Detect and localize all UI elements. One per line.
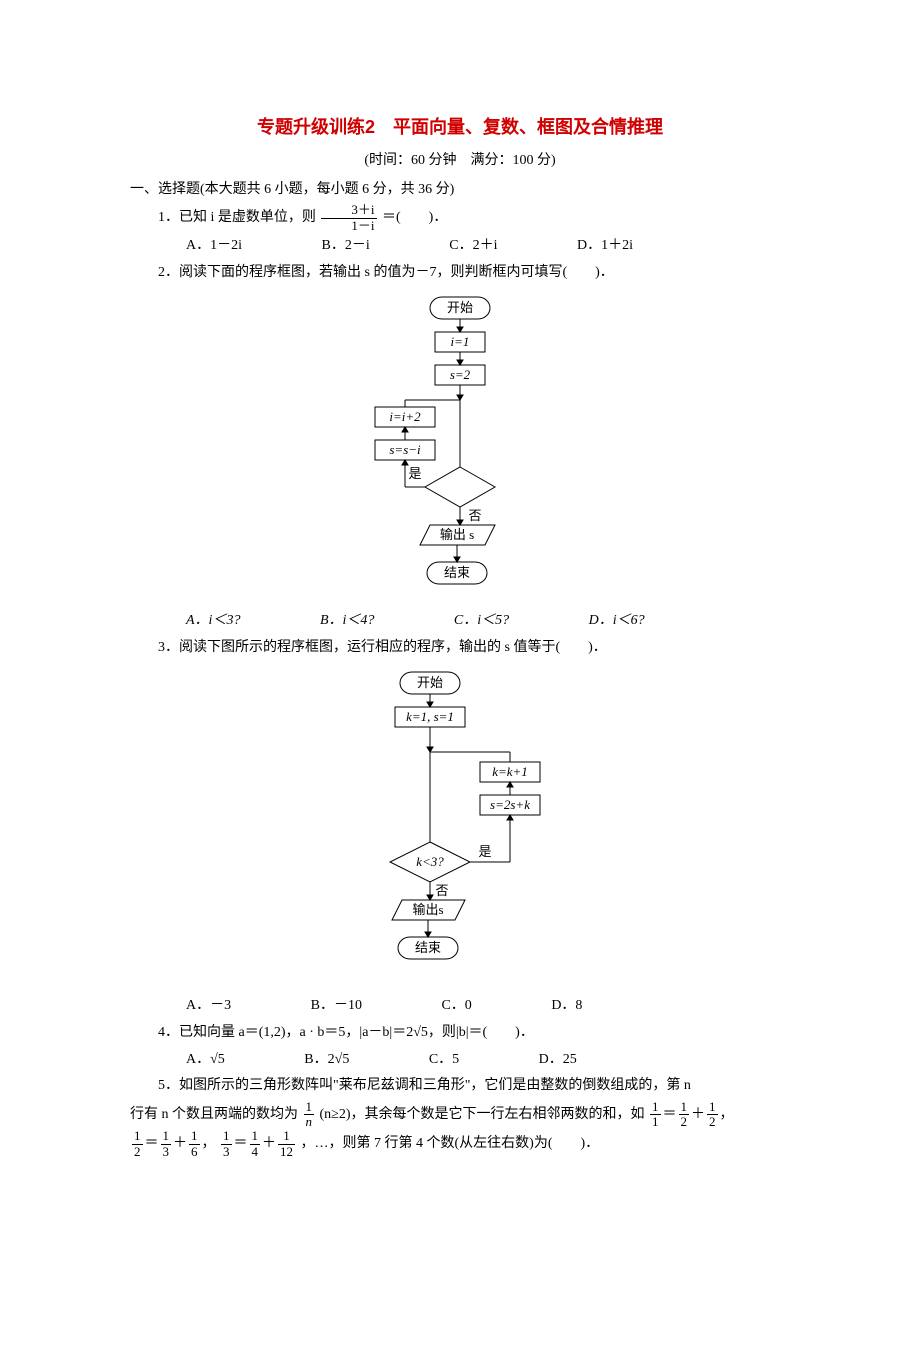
- q5-f1-num: 1: [304, 1100, 315, 1115]
- fc3-out: 输出s: [412, 902, 443, 917]
- q5-f1-den: n: [304, 1115, 315, 1129]
- q5-eq2b: 13: [161, 1129, 172, 1159]
- q5-eq1b: 12: [679, 1100, 690, 1130]
- fc3-step2: s=2s+k: [490, 797, 530, 812]
- q3-stem: 3．阅读下图所示的程序框图，运行相应的程序，输出的 s 值等于( )．: [130, 635, 790, 662]
- q2-opt-b: B．i＜4?: [292, 608, 374, 635]
- fc2-yes: 是: [408, 466, 421, 481]
- q3-stem-text: 3．阅读下图所示的程序框图，运行相应的程序，输出的 s 值等于( )．: [158, 640, 607, 655]
- q3-flowchart: 开始 k=1, s=1 k=k+1 s=2s+k k<3? 是 否 输出s 结束: [330, 667, 590, 987]
- q2-stem: 2．阅读下面的程序框图，若输出 s 的值为－7，则判断框内可填写( )．: [130, 260, 790, 287]
- q5-line1: 5．如图所示的三角形数阵叫"莱布尼兹调和三角形"，它们是由整数的倒数组成的，第 …: [130, 1073, 790, 1100]
- subtitle: (时间：60 分钟 满分：100 分): [130, 148, 790, 175]
- q4-opt-d: D．25: [511, 1047, 577, 1074]
- fc3-start: 开始: [417, 675, 443, 690]
- q5-eq3c: 112: [278, 1129, 295, 1159]
- fc2-start: 开始: [447, 300, 473, 315]
- section-heading: 一、选择题(本大题共 6 小题，每小题 6 分，共 36 分): [130, 177, 790, 204]
- q2-stem-text: 2．阅读下面的程序框图，若输出 s 的值为－7，则判断框内可填写( )．: [158, 265, 614, 280]
- q4-options: A．√5 B．2√5 C．5 D．25: [130, 1047, 790, 1074]
- fc3-no: 否: [435, 883, 448, 898]
- q5-eq3a: 13: [221, 1129, 232, 1159]
- q5-stem-pre: 5．如图所示的三角形数阵叫"莱布尼兹调和三角形"，它们是由整数的倒数组成的，第 …: [158, 1078, 691, 1093]
- q1-opt-d: D．1＋2i: [549, 233, 633, 260]
- q5-eq2a: 12: [132, 1129, 143, 1159]
- q4-stem: 4．已知向量 a＝(1,2)，a · b＝5，|a－b|＝2√5，则|b|＝( …: [130, 1020, 790, 1047]
- q1-options: A．1－2i B．2－i C．2＋i D．1＋2i: [130, 233, 790, 260]
- q4-opt-c: C．5: [401, 1047, 459, 1074]
- q1-stem-pre: 1．已知 i 是虚数单位，则: [158, 210, 316, 225]
- q3-opt-b: B．－10: [283, 993, 362, 1020]
- q2-opt-c: C．i＜5?: [426, 608, 509, 635]
- q5-tail: ，…，则第 7 行第 4 个数(从左往右数)为( )．: [301, 1136, 600, 1151]
- q5-eq1a: 11: [650, 1100, 661, 1130]
- q2-opt-a: A．i＜3?: [158, 608, 240, 635]
- q4-opt-a: A．√5: [158, 1047, 225, 1074]
- q1-opt-c: C．2＋i: [421, 233, 497, 260]
- fc2-out: 输出 s: [440, 527, 474, 542]
- fc2-i1: i=1: [451, 334, 470, 349]
- q4-opt-b: B．2√5: [276, 1047, 349, 1074]
- q3-options: A．－3 B．－10 C．0 D．8: [130, 993, 790, 1020]
- fc2-step2: s=s−i: [389, 442, 421, 457]
- q1-opt-b: B．2－i: [294, 233, 370, 260]
- fc3-cond: k<3?: [416, 854, 444, 869]
- fc3-step1: k=k+1: [492, 764, 528, 779]
- q2-opt-d: D．i＜6?: [561, 608, 645, 635]
- q2-flowchart: 开始 i=1 s=2 i=i+2 s=s−i 是 否 输出 s 结束: [330, 292, 590, 602]
- q5-eq3b: 14: [250, 1129, 261, 1159]
- q1-opt-a: A．1－2i: [158, 233, 242, 260]
- q1-stem-post: ＝( )．: [382, 210, 447, 225]
- q5-line2-mid: (n≥2)，其余每个数是它下一行左右相邻两数的和，如: [320, 1107, 645, 1122]
- q3-opt-d: D．8: [523, 993, 582, 1020]
- fc3-init: k=1, s=1: [406, 709, 454, 724]
- q1-fraction: 3＋i 1－i: [321, 203, 376, 233]
- q1-frac-den: 1－i: [321, 219, 376, 233]
- fc2-no: 否: [468, 508, 481, 523]
- q2-options: A．i＜3? B．i＜4? C．i＜5? D．i＜6?: [130, 608, 790, 635]
- q4-stem-text: 4．已知向量 a＝(1,2)，a · b＝5，|a－b|＝2√5，则|b|＝( …: [158, 1025, 534, 1040]
- page-title: 专题升级训练2 平面向量、复数、框图及合情推理: [130, 110, 790, 144]
- q1: 1．已知 i 是虚数单位，则 3＋i 1－i ＝( )．: [130, 203, 790, 233]
- q1-frac-num: 3＋i: [321, 203, 376, 218]
- q3-opt-c: C．0: [413, 993, 471, 1020]
- fc2-s2: s=2: [450, 367, 471, 382]
- fc3-end: 结束: [415, 940, 441, 955]
- q5-line3: 12＝13＋16， 13＝14＋112 ，…，则第 7 行第 4 个数(从左往右…: [130, 1129, 790, 1159]
- q5-eq1c: 12: [707, 1100, 718, 1130]
- q5-line2: 行有 n 个数且两端的数均为 1 n (n≥2)，其余每个数是它下一行左右相邻两…: [130, 1100, 790, 1130]
- q3-opt-a: A．－3: [158, 993, 231, 1020]
- fc3-yes: 是: [478, 844, 491, 859]
- fc2-end: 结束: [444, 565, 470, 580]
- q5-frac-1n: 1 n: [304, 1100, 315, 1130]
- fc2-step1: i=i+2: [389, 409, 421, 424]
- q5-eq2c: 16: [189, 1129, 200, 1159]
- q5-line2-pre: 行有 n 个数且两端的数均为: [130, 1107, 298, 1122]
